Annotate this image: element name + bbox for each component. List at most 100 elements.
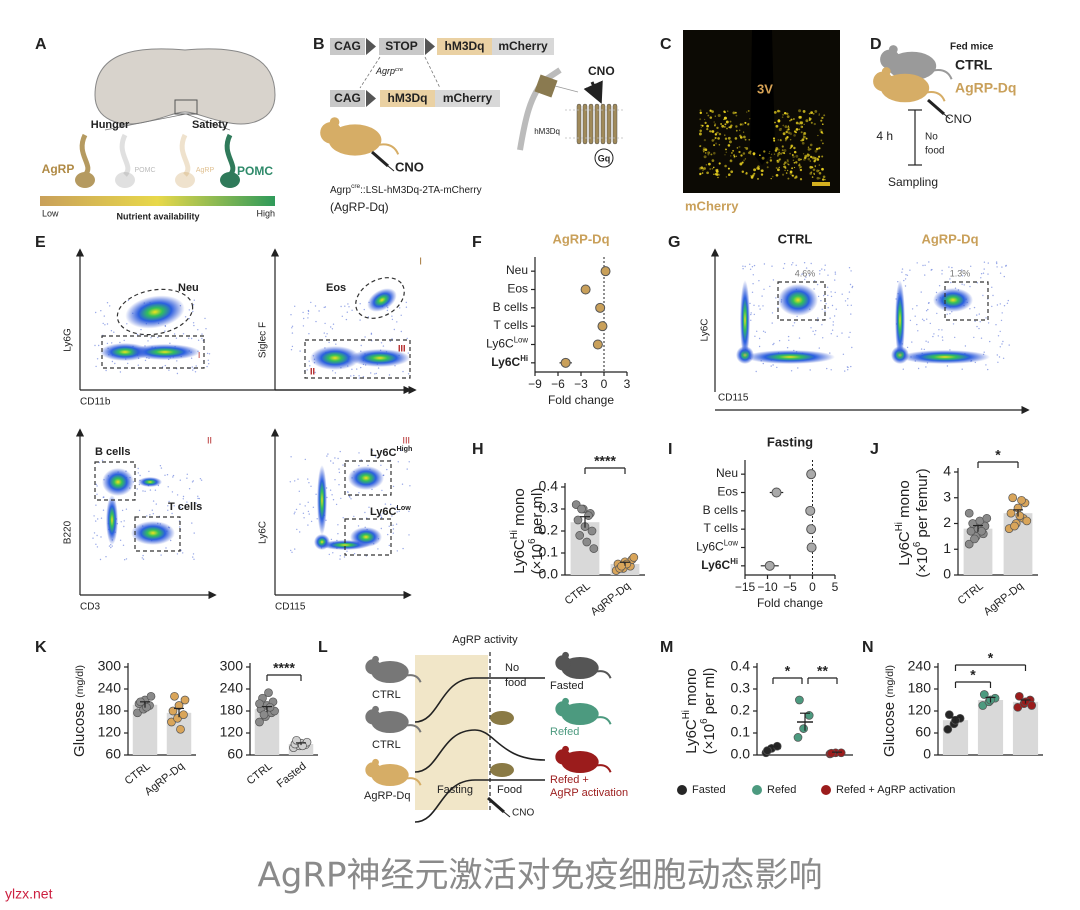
flow-event: [836, 335, 838, 337]
flow-event: [827, 307, 829, 309]
flow-event: [304, 458, 306, 461]
cag-box: [330, 38, 365, 55]
label: AgRP activity: [452, 634, 518, 646]
flow-event: [102, 322, 104, 325]
flow-event: [353, 515, 355, 518]
flow-event: [946, 365, 949, 367]
dot: [575, 531, 585, 540]
flow-event: [102, 509, 105, 511]
flow-event: [911, 341, 913, 343]
fluorescence-speck: [789, 120, 791, 122]
fluorescence-speck: [701, 172, 704, 174]
flow-event: [342, 464, 344, 466]
fluorescence-speck: [699, 109, 702, 112]
label: No: [505, 662, 519, 674]
y-tick-label: 3: [943, 488, 951, 504]
mouse-ear: [562, 697, 569, 705]
flow-event: [329, 489, 332, 491]
fluorescence-speck: [792, 155, 795, 158]
dot: [943, 724, 953, 734]
flow-event: [351, 368, 353, 370]
flow-event: [762, 362, 764, 365]
fluorescence-speck: [799, 121, 803, 125]
flow-density: [125, 295, 185, 329]
flow-event: [998, 356, 1001, 358]
flow-event: [167, 486, 169, 488]
axis-title: Ly6G: [63, 328, 74, 352]
fluorescence-speck: [818, 164, 821, 166]
flow-event: [834, 271, 836, 273]
label: 3V: [757, 81, 773, 96]
flow-event: [752, 274, 754, 276]
flow-event: [95, 504, 97, 506]
flow-event: [980, 337, 983, 339]
panel-letter: N: [862, 639, 874, 656]
flow-event: [844, 300, 847, 302]
significance: *: [988, 650, 994, 666]
flow-event: [308, 482, 310, 484]
flow-event: [348, 306, 350, 308]
point: [806, 542, 817, 553]
flow-event: [903, 279, 905, 282]
rich-label: Ly6CHigh: [370, 445, 412, 459]
fluorescence-speck: [815, 147, 819, 151]
fluorescence-speck: [775, 173, 779, 177]
flow-event: [172, 476, 174, 478]
fluorescence-speck: [711, 130, 715, 133]
label-part: B cells: [95, 446, 130, 458]
flow-event: [96, 493, 98, 495]
flow-event: [973, 336, 975, 339]
flow-event: [182, 333, 185, 335]
label: POMC: [237, 164, 273, 178]
flow-density: [933, 288, 973, 312]
axis-title: Fold change: [548, 393, 614, 407]
flow-event: [917, 367, 920, 370]
fluorescence-speck: [782, 113, 785, 116]
line: [424, 56, 441, 89]
line: [487, 796, 505, 814]
flow-event: [824, 310, 826, 312]
fluorescence-speck: [742, 152, 746, 155]
label-part: (×10: [701, 724, 718, 754]
dot: [1010, 521, 1019, 531]
fluorescence-speck: [807, 148, 811, 151]
hm3dq-box: [380, 90, 435, 107]
rich-label: Agrpcre::LSL-hM3Dq-2TA-mCherry: [330, 183, 482, 195]
flow-event: [351, 309, 353, 311]
fluorescence-speck: [818, 155, 821, 158]
neuron-body: [115, 172, 135, 188]
fluorescence-speck: [814, 157, 817, 160]
flow-event: [381, 489, 383, 492]
flow-event: [179, 479, 181, 481]
fluorescence-speck: [800, 166, 802, 168]
stop-box: [379, 38, 424, 55]
fluorescence-speck: [742, 131, 745, 133]
flow-event: [358, 375, 360, 377]
fluorescence-speck: [732, 149, 735, 152]
flow-event: [302, 311, 304, 314]
axis-title: (×106 per femur): [912, 468, 931, 577]
flow-event: [749, 302, 751, 305]
flow-event: [750, 313, 752, 316]
flow-event: [750, 312, 752, 314]
fluorescence-speck: [718, 162, 721, 165]
flow-event: [111, 545, 113, 547]
flow-event: [137, 467, 139, 470]
flow-event: [826, 367, 828, 370]
flow-event: [949, 278, 951, 280]
flow-density: [317, 465, 327, 535]
flow-event: [847, 369, 849, 371]
fluorescence-speck: [739, 129, 741, 131]
flow-event: [191, 366, 193, 368]
mouse-ear: [372, 758, 379, 766]
fluorescence-speck: [713, 124, 716, 127]
fluorescence-speck: [799, 168, 803, 172]
flow-event: [924, 264, 926, 266]
fluorescence-speck: [744, 121, 747, 124]
label-part: Hi: [730, 556, 738, 565]
fluorescence-speck: [774, 121, 776, 124]
flow-event: [337, 524, 339, 526]
flow-event: [933, 333, 935, 335]
flow-event: [123, 525, 125, 528]
flow-event: [314, 371, 316, 374]
